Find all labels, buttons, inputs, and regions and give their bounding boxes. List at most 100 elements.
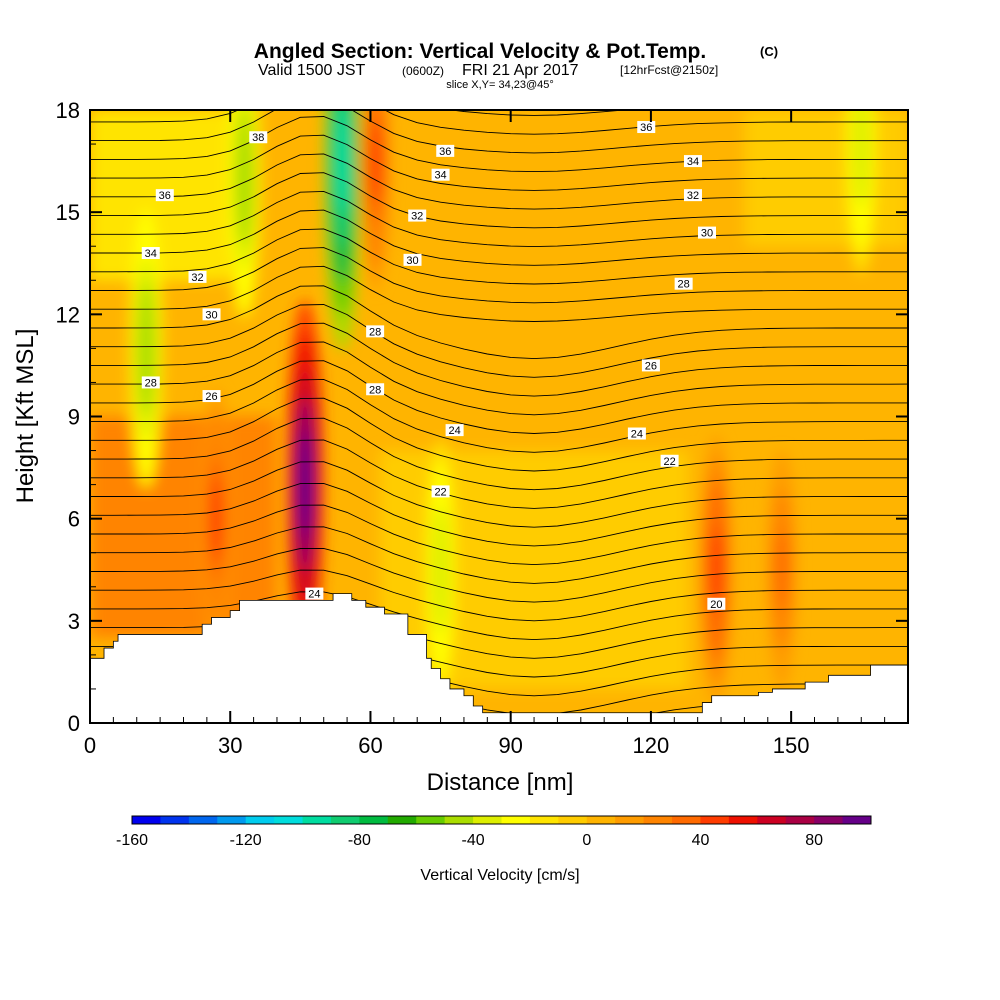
contour-label-text: 24 [308, 589, 320, 601]
contour-label-text: 30 [406, 255, 418, 267]
contour-label-text: 22 [663, 456, 675, 468]
y-tick-label: 12 [56, 302, 80, 327]
isentrope-line [90, 378, 908, 453]
isentrope-line [90, 322, 908, 397]
isentrope-line [90, 439, 908, 509]
subtitle-date: FRI 21 Apr 2017 [462, 62, 579, 79]
colorbar-swatch [444, 816, 474, 824]
contour-label: 24 [627, 427, 646, 441]
contour-label: 36 [637, 121, 656, 134]
colorbar-label: Vertical Velocity [cm/s] [420, 867, 579, 884]
contour-label-box [707, 597, 726, 610]
colorbar-tick-label: -120 [230, 832, 262, 849]
contour-label: 30 [698, 226, 717, 240]
colorbar-swatch [842, 816, 872, 824]
contour-label-text: 30 [701, 228, 713, 240]
contour-label-text: 28 [369, 326, 381, 338]
colorbar-swatch [387, 816, 417, 824]
x-axis-label: Distance [nm] [427, 769, 574, 796]
colorbar-swatch [785, 816, 815, 824]
contour-label-text: 24 [631, 429, 643, 441]
terrain [90, 593, 908, 723]
plot-area [90, 110, 908, 723]
contour-label: 30 [403, 253, 422, 267]
contour-label-text: 32 [411, 211, 423, 223]
contour-label: 36 [436, 144, 455, 158]
updraft-cell [710, 526, 723, 613]
contour-label: 28 [141, 376, 160, 389]
downdraft-cell [335, 110, 350, 216]
slice-label: slice X,Y= 34,23@45° [446, 79, 554, 91]
y-tick-label: 6 [68, 507, 80, 532]
colorbar-swatch [558, 816, 588, 824]
chart-title-unit: (C) [760, 44, 778, 59]
contour-label-box [403, 253, 422, 266]
contour-label-box [305, 587, 324, 600]
colorbar: -160 -120 -80 -40 0 40 80 [116, 815, 872, 849]
isentrope-line [90, 461, 908, 528]
contour-label-text: 36 [640, 122, 652, 134]
colorbar-swatch [728, 816, 758, 824]
colorbar-swatch [757, 816, 787, 824]
contour-label-box [641, 359, 660, 372]
colorbar-swatch [501, 816, 531, 824]
subtitle-valid: Valid 1500 JST [258, 62, 366, 79]
colorbar-frame [131, 815, 872, 825]
contour-label: 28 [366, 325, 385, 338]
colorbar-tick-label: -160 [116, 832, 148, 849]
contour-label-text: 28 [145, 377, 157, 389]
contour-label: 26 [202, 390, 221, 403]
contour-label: 26 [641, 359, 660, 372]
contour-label-text: 28 [369, 384, 381, 396]
contour-label-box [202, 390, 221, 403]
contour-label-box [431, 168, 450, 181]
isentrope-line [90, 153, 908, 210]
colorbar-swatch [473, 816, 502, 824]
x-tick-label: 0 [84, 733, 96, 758]
isentrope-line [90, 116, 908, 173]
contour-label-text: 36 [159, 190, 171, 202]
contour-label-text: 26 [205, 391, 217, 403]
contour-label: 36 [155, 189, 174, 202]
terrain-profile [90, 593, 908, 723]
contour-label-box [141, 376, 160, 389]
x-tick-label: 90 [498, 733, 522, 758]
x-tick-label: 120 [633, 733, 670, 758]
y-tick-label: 0 [68, 711, 80, 736]
contour-label-box [155, 189, 174, 202]
x-tick-label: 150 [773, 733, 810, 758]
colorbar-tick-label: -80 [348, 832, 371, 849]
contour-label: 32 [683, 189, 702, 202]
colorbar-swatch [330, 816, 360, 824]
updraft-cell [775, 529, 788, 610]
contour-label-box [249, 131, 268, 144]
contour-label: 38 [249, 131, 268, 144]
isentrope-line [90, 397, 908, 472]
colorbar-swatch [529, 816, 559, 824]
isentrope-line [90, 504, 908, 566]
contour-label-box [660, 454, 679, 467]
isentrope-line [90, 134, 908, 191]
contour-label-box [445, 424, 464, 437]
updraft-cell [209, 476, 223, 561]
contour-label-text: 30 [205, 309, 217, 321]
contour-label-text: 34 [145, 248, 157, 260]
contour-label-text: 34 [687, 156, 699, 168]
contour-label: 24 [445, 424, 464, 437]
colorbar-swatch [217, 816, 247, 824]
contour-label-box [431, 485, 450, 498]
contour-label: 22 [660, 454, 679, 468]
y-tick-label: 15 [56, 200, 80, 225]
downdraft-cell [139, 304, 153, 393]
contour-label-box [141, 247, 160, 260]
contour-label-box [366, 383, 385, 396]
isentrope-line [90, 285, 908, 360]
isentrope-line [90, 591, 908, 641]
contour-label-text: 22 [434, 486, 446, 498]
contour-label-box [188, 270, 207, 283]
colorbar-swatch [359, 816, 389, 824]
colorbar-tick-label: 40 [692, 832, 710, 849]
contour-label-text: 32 [687, 190, 699, 202]
colorbar-swatch [643, 816, 673, 824]
